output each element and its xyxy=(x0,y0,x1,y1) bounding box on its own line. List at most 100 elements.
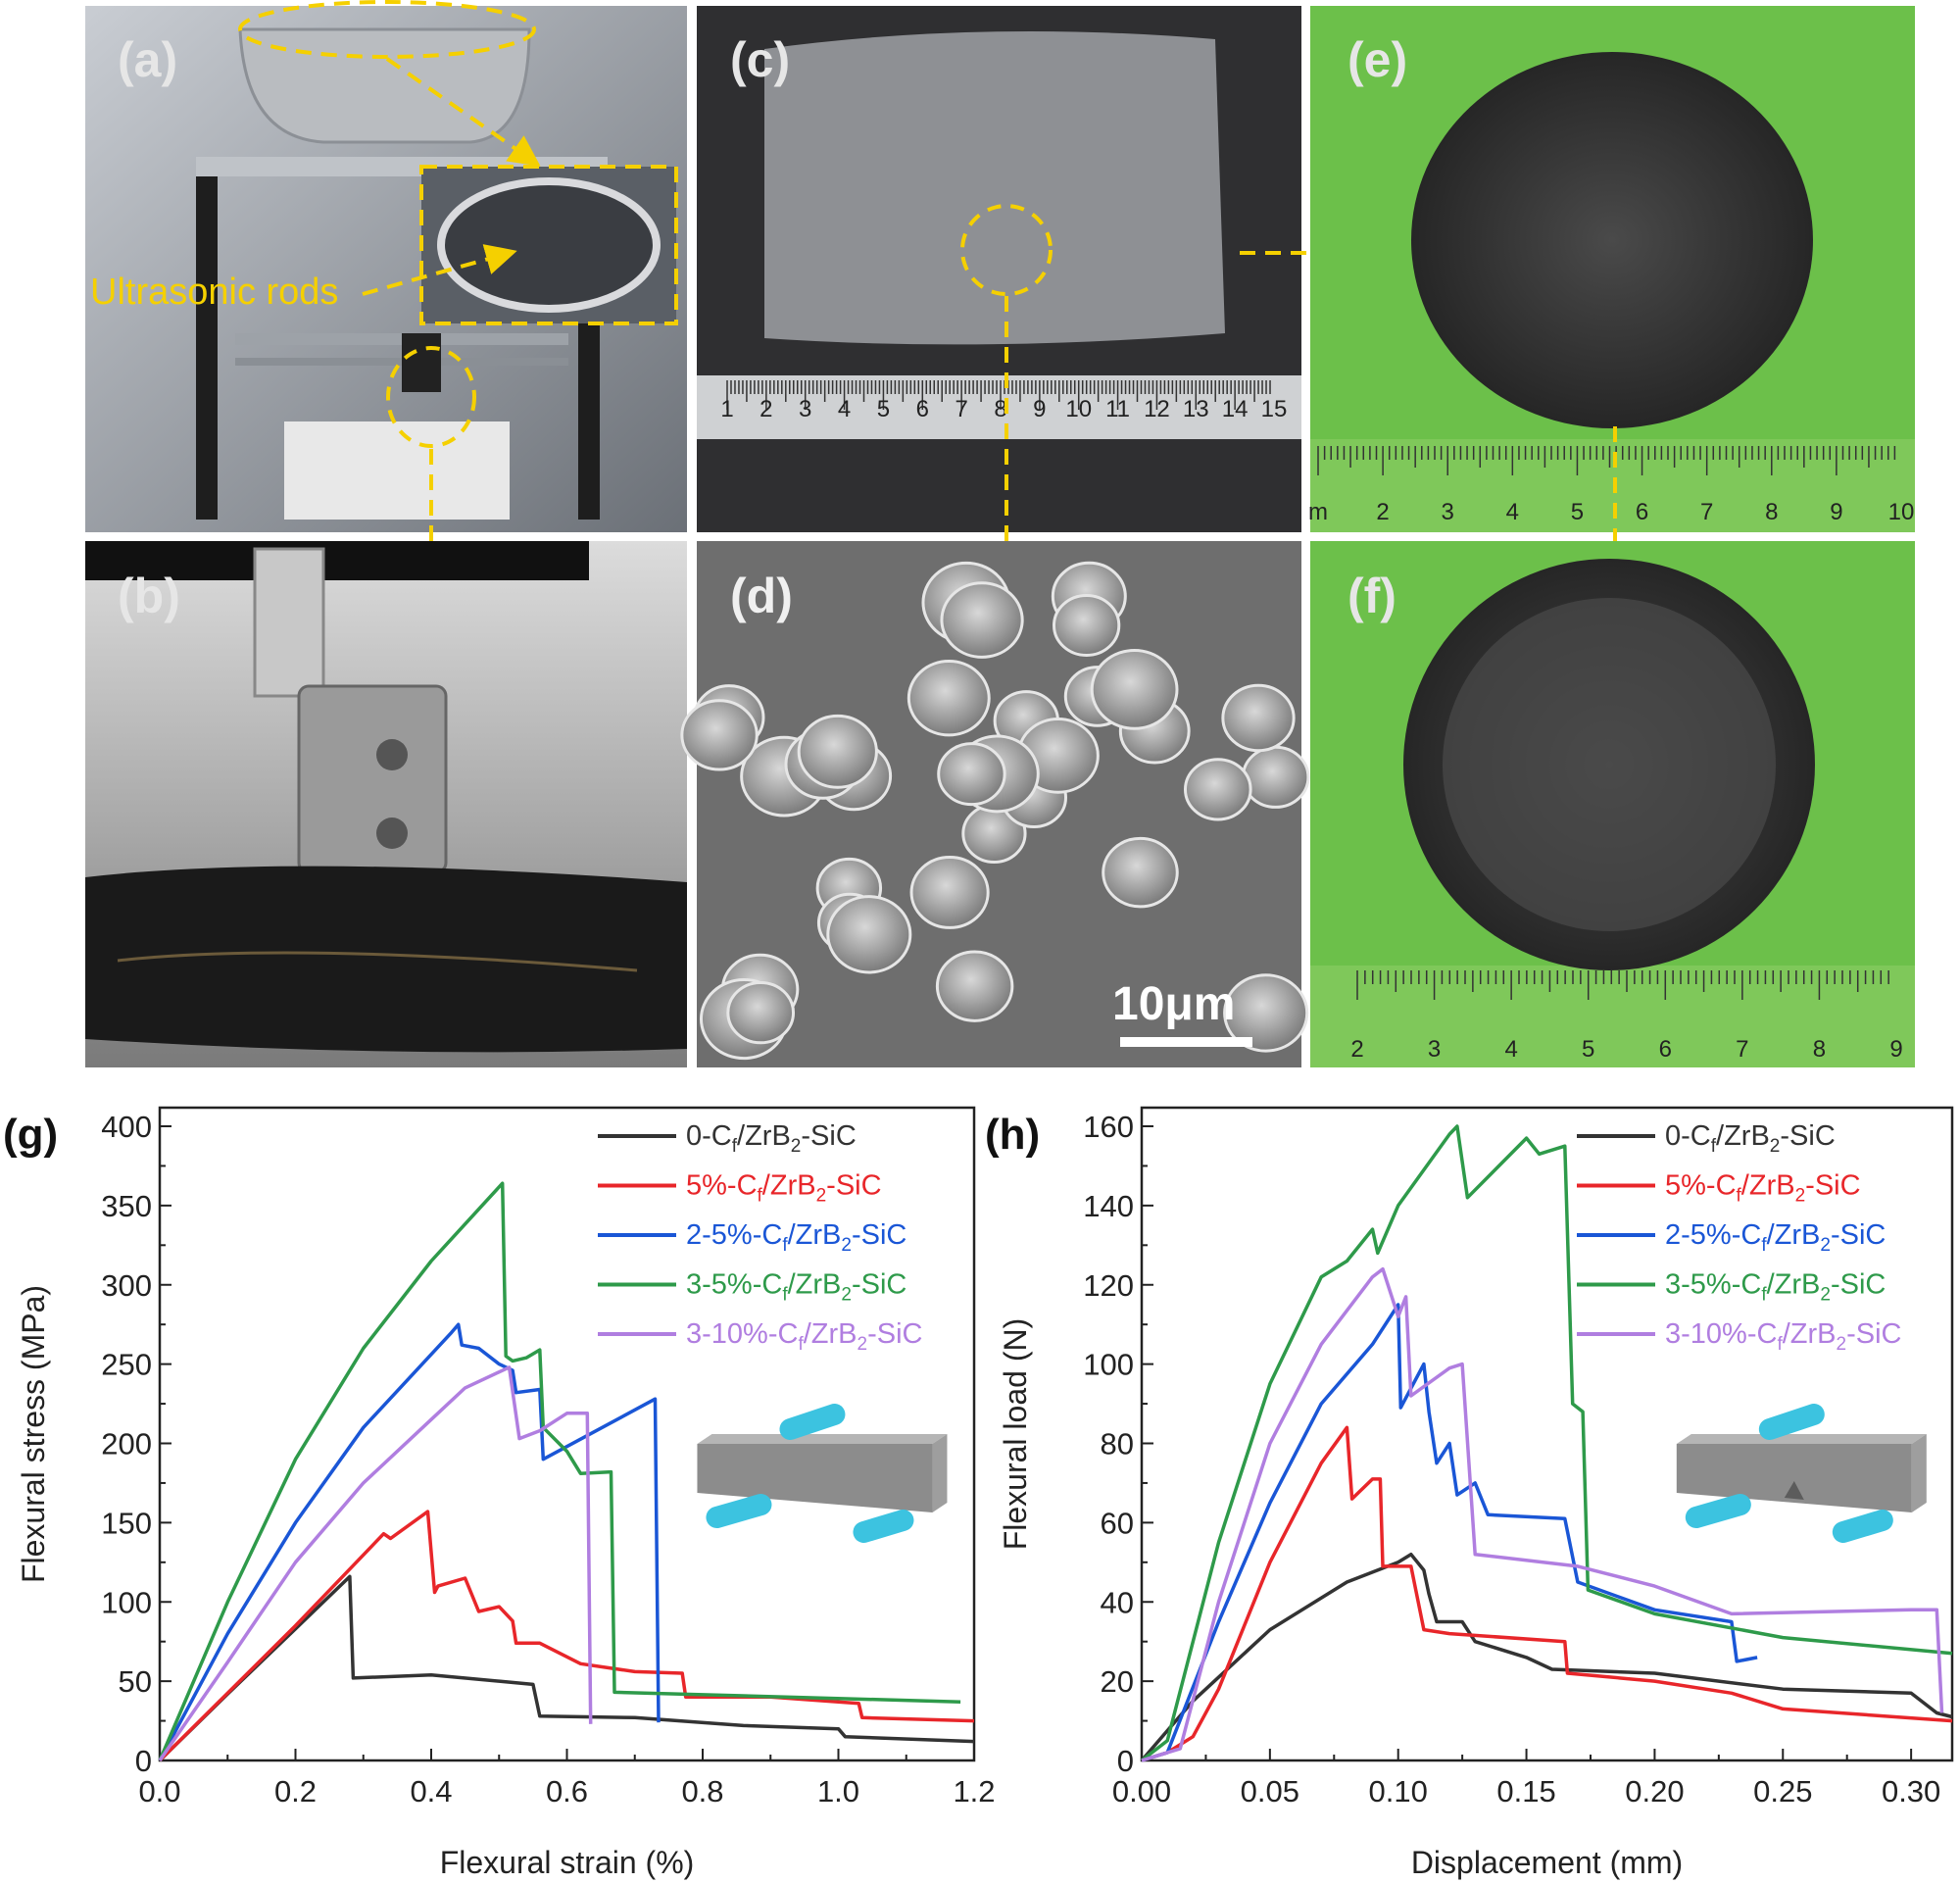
y-tick-label: 20 xyxy=(1101,1664,1134,1699)
legend-label: 5%-Cf/ZrB2-SiC xyxy=(1665,1170,1861,1207)
legend-label: 3-5%-Cf/ZrB2-SiC xyxy=(686,1269,906,1306)
panel-label-c: (c) xyxy=(730,32,790,87)
y-tick-label: 200 xyxy=(101,1427,152,1462)
panel-label-b: (b) xyxy=(118,569,180,623)
ruler-number: 3 xyxy=(1442,499,1454,525)
x-tick-label: 0.10 xyxy=(1369,1774,1428,1809)
carbon-fiber-cross-section xyxy=(797,714,878,789)
series-line xyxy=(158,1365,593,1761)
ruler-number: 6 xyxy=(916,396,929,422)
carbon-fiber-cross-section xyxy=(935,950,1014,1022)
series-line xyxy=(158,1574,975,1762)
ruler-number: 2 xyxy=(760,396,772,422)
ruler-number: 12 xyxy=(1144,396,1170,422)
carbon-fiber-cross-section xyxy=(726,980,796,1045)
ruler-number: 4 xyxy=(1506,499,1519,525)
series-line xyxy=(158,1181,961,1761)
loading-roller xyxy=(1758,1404,1825,1440)
carbon-fiber-cross-section xyxy=(680,699,759,771)
ruler-number: m xyxy=(1308,499,1328,525)
x-axis-label: Displacement (mm) xyxy=(1411,1845,1683,1880)
photo-panel-d: (d) 10μm xyxy=(680,541,1310,1067)
carbon-fiber-cross-section xyxy=(906,660,991,737)
ruler-number: 4 xyxy=(838,396,851,422)
panel-label: (h) xyxy=(985,1111,1040,1159)
series-line xyxy=(1140,1124,1953,1762)
series-line xyxy=(1140,1552,1953,1762)
x-tick-label: 0.2 xyxy=(274,1774,317,1809)
ruler-number: 9 xyxy=(1889,1036,1902,1063)
y-tick-label: 350 xyxy=(101,1189,152,1223)
support-roller xyxy=(706,1494,772,1528)
panel-label-e: (e) xyxy=(1348,32,1407,87)
y-tick-label: 300 xyxy=(101,1268,152,1303)
ruler-number: 9 xyxy=(1830,499,1842,525)
ruler-number: 11 xyxy=(1105,396,1130,422)
y-tick-label: 100 xyxy=(101,1585,152,1619)
x-tick-label: 1.2 xyxy=(953,1774,995,1809)
x-tick-label: 0.0 xyxy=(138,1774,180,1809)
photo-panel-f: 2 3 4 5 6 7 8 9 (f) xyxy=(1310,541,1915,1067)
photo-panel-b: (b) xyxy=(85,541,687,1067)
x-tick-label: 0.20 xyxy=(1625,1774,1684,1809)
series-line xyxy=(1141,1303,1758,1762)
beam-schematic-inset xyxy=(1676,1404,1927,1543)
photo-panel-c: 1 2 3 4 5 6 7 8 9 10 11 12 13 14 15 (c) xyxy=(697,6,1409,586)
ruler-number: 13 xyxy=(1183,396,1209,422)
carbon-fiber-cross-section xyxy=(1090,648,1179,730)
x-tick-label: 0.30 xyxy=(1882,1774,1940,1809)
legend-label: 3-10%-Cf/ZrB2-SiC xyxy=(1665,1318,1901,1355)
carbon-fiber-cross-section xyxy=(940,581,1024,659)
ruler-f: 2 3 4 5 6 7 8 9 xyxy=(1350,970,1903,1063)
series-line xyxy=(158,1510,975,1762)
ruler-number: 5 xyxy=(877,396,890,422)
chart-flexural-stress-strain: 0.0 0.2 0.4 0.6 0.8 1.0 1.2 0 50 100 150 200 250 300 3… xyxy=(3,1106,996,1880)
carbon-fiber-cross-section xyxy=(937,742,1006,807)
y-tick-label: 60 xyxy=(1101,1506,1134,1540)
ruler-number: 3 xyxy=(1428,1036,1441,1063)
x-tick-label: 0.6 xyxy=(546,1774,588,1809)
carbon-fiber-cross-section xyxy=(1241,745,1310,809)
x-tick-label: 0.15 xyxy=(1496,1774,1555,1809)
ruler-number: 5 xyxy=(1571,499,1584,525)
x-tick-label: 0.4 xyxy=(410,1774,452,1809)
legend-label: 5%-Cf/ZrB2-SiC xyxy=(686,1170,882,1207)
series-line xyxy=(158,1322,661,1761)
ruler-number: 7 xyxy=(1736,1036,1748,1063)
ultrasonic-rods-annotation: Ultrasonic rods xyxy=(90,272,338,313)
scale-bar-label: 10μm xyxy=(1112,978,1235,1030)
x-tick-label: 0.00 xyxy=(1112,1774,1171,1809)
y-tick-label: 0 xyxy=(1117,1744,1134,1778)
y-axis-label: Flexural load (N) xyxy=(998,1318,1033,1551)
legend-label: 3-10%-Cf/ZrB2-SiC xyxy=(686,1318,922,1355)
y-tick-label: 250 xyxy=(101,1348,152,1382)
panel-label-a: (a) xyxy=(118,32,177,87)
legend-label: 2-5%-Cf/ZrB2-SiC xyxy=(686,1219,906,1256)
carbon-fiber-cross-section xyxy=(1221,683,1296,753)
ruler-number: 14 xyxy=(1222,396,1249,422)
ruler-number: 6 xyxy=(1636,499,1648,525)
ruler-number: 7 xyxy=(955,396,967,422)
photo-panel-a: (a) Ultrasonic rods xyxy=(85,0,687,665)
legend-label: 3-5%-Cf/ZrB2-SiC xyxy=(1665,1269,1886,1306)
y-tick-label: 120 xyxy=(1083,1268,1134,1303)
legend-label: 0-Cf/ZrB2-SiC xyxy=(686,1120,857,1157)
photo-panel-e: m 2 3 4 5 6 7 8 9 10 (e) xyxy=(1308,6,1915,586)
ruler-number: 5 xyxy=(1582,1036,1594,1063)
y-tick-label: 140 xyxy=(1083,1189,1134,1223)
ruler-number: 8 xyxy=(1765,499,1778,525)
support-roller xyxy=(1685,1494,1751,1528)
series-line xyxy=(1141,1266,1944,1762)
ruler-number: 2 xyxy=(1350,1036,1363,1063)
beam-schematic-inset xyxy=(697,1404,948,1543)
support-roller xyxy=(853,1510,914,1543)
x-tick-label: 0.25 xyxy=(1753,1774,1812,1809)
y-tick-label: 40 xyxy=(1101,1585,1134,1619)
y-tick-label: 80 xyxy=(1101,1427,1134,1462)
carbon-fiber-cross-section xyxy=(1102,836,1179,909)
y-tick-label: 160 xyxy=(1083,1110,1134,1144)
panel-label-f: (f) xyxy=(1348,569,1396,623)
ruler-e: m 2 3 4 5 6 7 8 9 10 xyxy=(1308,446,1914,525)
carbon-fiber-cross-section xyxy=(1053,594,1121,657)
ruler-number: 9 xyxy=(1033,396,1046,422)
